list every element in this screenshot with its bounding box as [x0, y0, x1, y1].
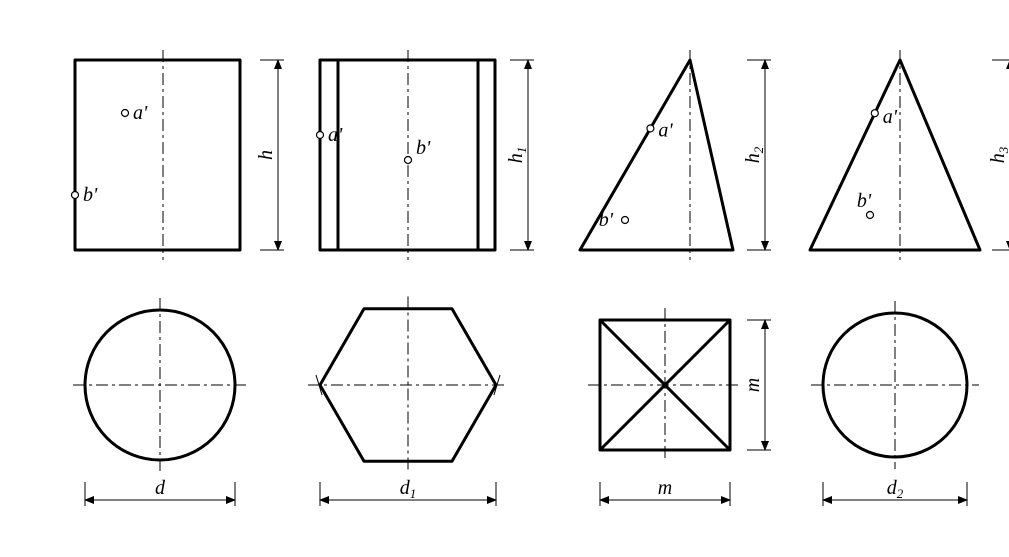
dim-m-v: m [742, 378, 764, 392]
point-b-prime: b' [599, 209, 614, 231]
dim-d: d [155, 477, 166, 499]
technical-drawing: a' b' h d a' b' h1 d1 a' b' h2 m m a' b' h3 d2 [20, 20, 1009, 537]
point-b-prime: b' [857, 190, 872, 212]
dim-h1: h1 [505, 147, 529, 164]
dim-h2: h2 [742, 146, 766, 163]
dim-d2: d2 [887, 477, 904, 501]
point-b-prime: b' [416, 137, 431, 159]
dim-h: h [255, 150, 277, 160]
point-a-prime: a' [883, 106, 898, 128]
point-b-prime: b' [83, 184, 98, 206]
point-a-prime: a' [133, 102, 148, 124]
dim-h3: h3 [987, 146, 1009, 163]
point-a-prime: a' [658, 119, 673, 141]
dim-d1: d1 [400, 477, 417, 501]
dim-m-h: m [658, 477, 672, 499]
point-a-prime: a' [328, 124, 343, 146]
